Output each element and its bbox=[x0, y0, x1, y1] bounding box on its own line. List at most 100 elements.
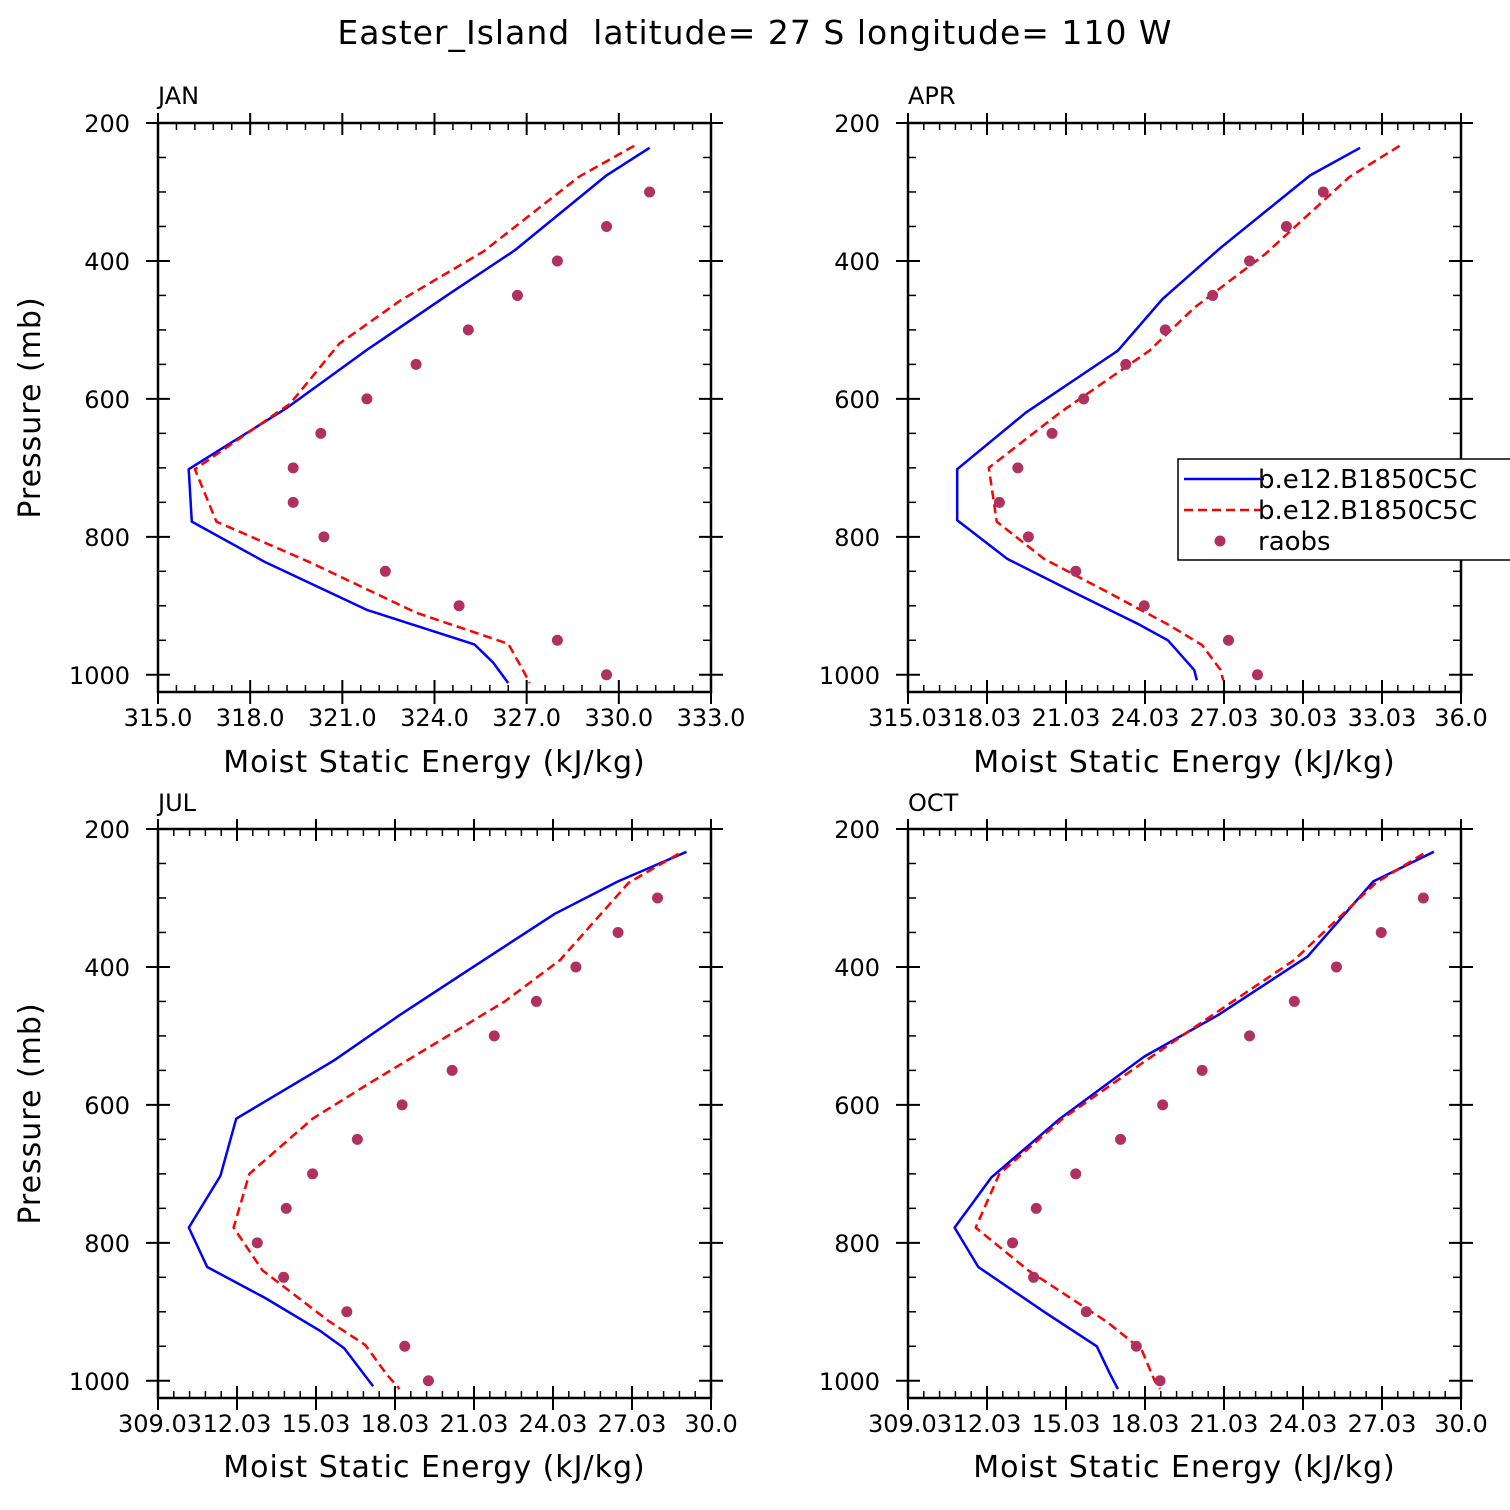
raobs-marker bbox=[1375, 926, 1387, 938]
x-tick-label: 321.0 bbox=[308, 704, 377, 732]
raobs-marker bbox=[1244, 255, 1256, 267]
panel-title: OCT bbox=[908, 789, 959, 817]
x-tick-label: 30.0 bbox=[684, 1410, 737, 1438]
raobs-marker bbox=[446, 1064, 458, 1076]
raobs-marker bbox=[530, 995, 542, 1007]
series-line-solid bbox=[187, 146, 651, 684]
panel-jul: JUL 309.03 12.03 15.03 18.03 21.03 24.03 27.03 3… bbox=[13, 789, 738, 1485]
panel-title: JAN bbox=[156, 82, 199, 110]
x-tick-label: 12.03 bbox=[203, 1410, 272, 1438]
panel-title: APR bbox=[908, 82, 956, 110]
y-tick-label: 200 bbox=[84, 816, 130, 844]
raobs-marker bbox=[278, 1271, 290, 1283]
raobs-marker bbox=[551, 634, 563, 646]
y-tick-label: 200 bbox=[834, 110, 880, 138]
x-axis-title: Moist Static Energy (kJ/kg) bbox=[223, 1450, 646, 1485]
raobs-marker bbox=[601, 220, 613, 232]
raobs-marker bbox=[1080, 1306, 1092, 1318]
raobs-marker bbox=[1317, 186, 1329, 198]
y-tick-label: 1000 bbox=[69, 662, 130, 690]
panel-oct: OCT 309.03 12.03 15.03 18.03 21.03 24.03 27.03 3… bbox=[819, 789, 1488, 1485]
x-tick-label: 309.03 bbox=[868, 1410, 952, 1438]
raobs-marker bbox=[361, 393, 373, 405]
figure-title: Easter_Island latitude= 27 S longitude= … bbox=[337, 13, 1172, 52]
raobs-marker bbox=[318, 531, 330, 543]
raobs-marker bbox=[612, 926, 624, 938]
y-tick-label: 800 bbox=[84, 524, 130, 552]
y-tick-label: 400 bbox=[834, 248, 880, 276]
series-line-dashed bbox=[193, 144, 635, 684]
x-tick-label: 21.03 bbox=[1190, 1410, 1259, 1438]
raobs-marker bbox=[644, 186, 656, 198]
x-tick-label: 24.03 bbox=[1111, 704, 1180, 732]
y-tick-label: 1000 bbox=[69, 1368, 130, 1396]
legend: b.e12.B1850C5C b.e12.B1850C5C raobs bbox=[1177, 458, 1510, 561]
legend-marker-raobs bbox=[1214, 535, 1226, 547]
raobs-marker bbox=[1046, 427, 1058, 439]
x-axis-title: Moist Static Energy (kJ/kg) bbox=[973, 745, 1396, 780]
raobs-marker bbox=[551, 255, 563, 267]
y-tick-label: 600 bbox=[84, 386, 130, 414]
y-tick-label: 600 bbox=[834, 386, 880, 414]
raobs-marker bbox=[280, 1202, 292, 1214]
raobs-marker bbox=[341, 1306, 353, 1318]
plot-frame bbox=[906, 827, 1463, 1400]
raobs-marker bbox=[1115, 1133, 1127, 1145]
raobs-marker bbox=[570, 961, 582, 973]
x-tick-label: 24.03 bbox=[519, 1410, 588, 1438]
x-tick-label: 27.03 bbox=[1190, 704, 1259, 732]
raobs-marker bbox=[462, 324, 474, 336]
raobs-marker bbox=[601, 669, 613, 681]
y-tick-label: 800 bbox=[84, 1230, 130, 1258]
x-tick-label: 15.03 bbox=[282, 1410, 351, 1438]
raobs-marker bbox=[1120, 358, 1132, 370]
series-line-dashed bbox=[974, 852, 1424, 1390]
plot-frame bbox=[156, 827, 713, 1400]
raobs-marker bbox=[1154, 1375, 1166, 1387]
y-tick-label: 1000 bbox=[819, 1368, 880, 1396]
raobs-marker bbox=[511, 289, 523, 301]
x-tick-label: 309.03 bbox=[118, 1410, 202, 1438]
raobs-marker bbox=[396, 1099, 408, 1111]
x-tick-label: 33.03 bbox=[1348, 704, 1417, 732]
series-line-solid bbox=[955, 146, 1361, 681]
y-tick-label: 600 bbox=[84, 1092, 130, 1120]
raobs-marker bbox=[652, 892, 664, 904]
x-tick-label: 330.0 bbox=[584, 704, 653, 732]
raobs-marker bbox=[488, 1030, 500, 1042]
x-tick-label: 30.0 bbox=[1434, 1410, 1487, 1438]
y-tick-label: 600 bbox=[834, 1092, 880, 1120]
raobs-marker bbox=[1007, 1237, 1019, 1249]
x-tick-label: 333.0 bbox=[677, 704, 746, 732]
raobs-marker bbox=[993, 496, 1005, 508]
x-tick-label: 18.03 bbox=[361, 1410, 430, 1438]
x-tick-label: 21.03 bbox=[1032, 704, 1101, 732]
raobs-marker bbox=[1070, 1168, 1082, 1180]
series-line-solid bbox=[187, 850, 687, 1388]
raobs-marker bbox=[1207, 289, 1219, 301]
y-tick-label: 1000 bbox=[819, 662, 880, 690]
y-axis-title: Pressure (mb) bbox=[13, 296, 48, 518]
raobs-marker bbox=[287, 496, 299, 508]
x-tick-label: 18.03 bbox=[953, 704, 1022, 732]
x-tick-label: 327.0 bbox=[492, 704, 561, 732]
legend-label-model2: b.e12.B1850C5C bbox=[1258, 496, 1477, 526]
plot-frame bbox=[156, 121, 713, 694]
raobs-marker bbox=[422, 1375, 434, 1387]
raobs-marker bbox=[251, 1237, 263, 1249]
raobs-marker bbox=[1280, 220, 1292, 232]
raobs-marker bbox=[1022, 531, 1034, 543]
raobs-marker bbox=[1030, 1202, 1042, 1214]
y-tick-label: 800 bbox=[834, 1230, 880, 1258]
x-tick-label: 15.03 bbox=[1032, 1410, 1101, 1438]
y-axis-title: Pressure (mb) bbox=[13, 1002, 48, 1224]
series-line-solid bbox=[953, 850, 1435, 1390]
y-tick-label: 400 bbox=[834, 954, 880, 982]
x-tick-label: 12.03 bbox=[953, 1410, 1022, 1438]
series-line-dashed bbox=[232, 852, 680, 1390]
plot-frame bbox=[906, 121, 1463, 694]
x-tick-label: 18.03 bbox=[1111, 1410, 1180, 1438]
raobs-marker bbox=[1138, 600, 1150, 612]
raobs-marker bbox=[1028, 1271, 1040, 1283]
